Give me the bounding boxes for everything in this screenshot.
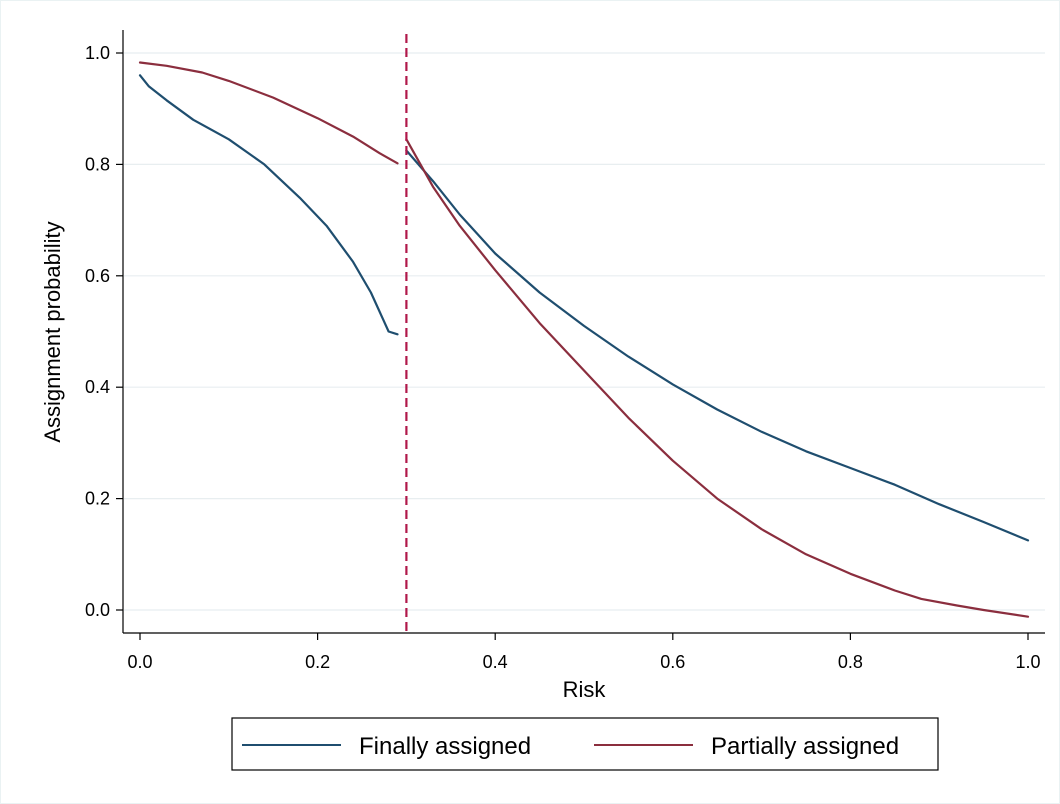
legend-label-partially-assigned: Partially assigned xyxy=(711,733,899,760)
x-ticks: 0.0 0.2 0.4 0.6 0.8 1.0 xyxy=(127,633,1041,672)
axes xyxy=(122,30,1045,634)
series-line-finally-assigned-segment-1 xyxy=(138,74,399,336)
legend-box xyxy=(231,717,939,771)
series-lines xyxy=(138,61,1030,618)
legend: Finally assigned Partially assigned xyxy=(231,717,939,771)
series-line-partially-assigned-segment-2 xyxy=(405,138,1030,618)
y-tick-label: 0.4 xyxy=(85,377,110,397)
y-tick-label: 1.0 xyxy=(85,43,110,63)
x-tick-label: 1.0 xyxy=(1015,652,1040,672)
y-axis-title: Assignment probability xyxy=(40,221,65,442)
gridlines xyxy=(124,52,1045,611)
series-line-partially-assigned-segment-1 xyxy=(138,61,399,165)
series-line-finally-assigned-segment-2 xyxy=(405,149,1030,542)
x-tick-label: 0.0 xyxy=(127,652,152,672)
y-tick-label: 0.0 xyxy=(85,600,110,620)
y-tick-label: 0.8 xyxy=(85,154,110,174)
legend-label-finally-assigned: Finally assigned xyxy=(359,733,531,760)
x-tick-label: 0.2 xyxy=(305,652,330,672)
y-tick-label: 0.6 xyxy=(85,266,110,286)
x-tick-label: 0.8 xyxy=(838,652,863,672)
x-tick-label: 0.4 xyxy=(483,652,508,672)
y-ticks: 0.0 0.2 0.4 0.6 0.8 1.0 xyxy=(85,43,123,620)
x-axis-title: Risk xyxy=(563,677,607,702)
y-tick-label: 0.2 xyxy=(85,489,110,509)
x-tick-label: 0.6 xyxy=(660,652,685,672)
